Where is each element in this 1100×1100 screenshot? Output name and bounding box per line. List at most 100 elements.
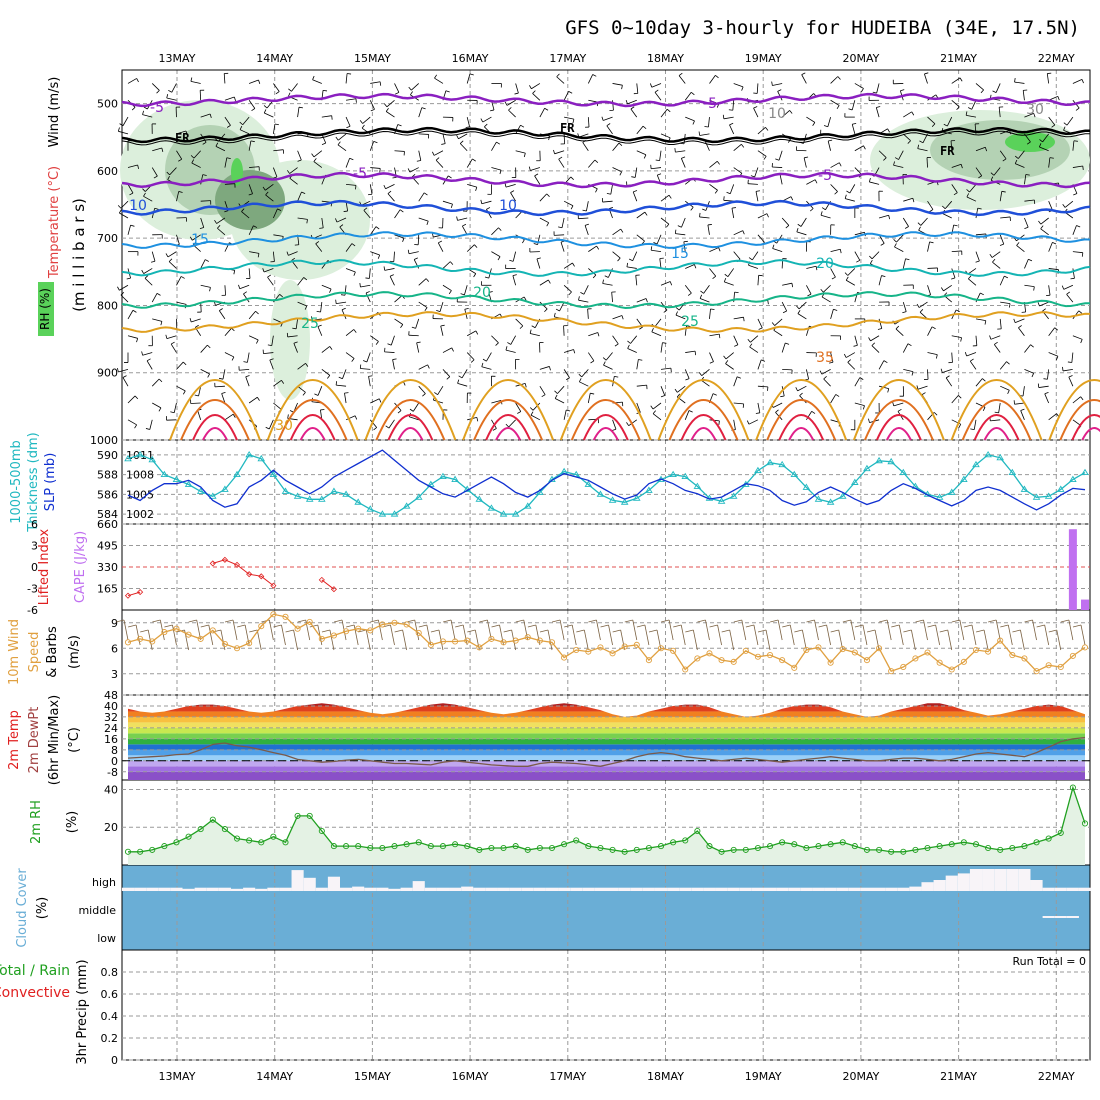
- wind-barb: [491, 400, 502, 404]
- wind-barb: [508, 109, 516, 118]
- isotherm-30-arch: [266, 379, 359, 441]
- wind-barb: [466, 244, 475, 252]
- thickness-point: [124, 454, 132, 462]
- wind-barb-flag: [432, 233, 434, 238]
- wind-barb: [995, 83, 1001, 93]
- wind-barb-flag: [941, 205, 946, 210]
- wind-barb: [221, 393, 226, 404]
- wind-barb-flag: [226, 157, 231, 159]
- wind-barb-flag: [241, 208, 245, 212]
- wind-barb-flag: [787, 139, 791, 143]
- wind10m-barb: [656, 629, 662, 651]
- wind10m-barb: [911, 629, 916, 651]
- cloud-high-bar: [691, 887, 704, 891]
- wind-barb-flag: [326, 375, 331, 379]
- precip-tick: 0.6: [101, 988, 119, 1001]
- wind-barb: [684, 285, 692, 294]
- thickness-tick: 586: [97, 488, 118, 501]
- wind-barb: [583, 285, 589, 295]
- cloud-high-bar: [352, 886, 365, 891]
- wind-barb-flag: [185, 130, 188, 135]
- wind-barb-flag: [1062, 204, 1066, 208]
- wind-barb-flag: [771, 81, 773, 86]
- wind-barb: [699, 133, 710, 136]
- wind-barb-flag: [844, 272, 849, 276]
- wind-barb: [317, 386, 323, 396]
- wind-barb: [854, 377, 861, 387]
- wind-barb-flag: [448, 290, 452, 295]
- rh2m-point: [960, 839, 967, 846]
- wind10m-point: [900, 663, 907, 671]
- wind-barb-flag: [847, 359, 851, 363]
- wind-barb-flag: [614, 375, 619, 378]
- wind-barb: [1048, 327, 1055, 336]
- rh2m-point: [427, 843, 434, 850]
- wind-barb: [757, 213, 768, 219]
- wind-barb: [482, 116, 492, 123]
- wind-barb: [506, 99, 516, 106]
- wind-barb: [683, 241, 686, 252]
- wind-barb-flag: [168, 89, 172, 93]
- wind-barb: [781, 217, 790, 226]
- wind-barb-flag: [578, 296, 580, 301]
- temp-tick: -8: [107, 766, 118, 779]
- wind-barb-flag: [894, 157, 899, 160]
- wind-barb-flag: [205, 259, 209, 262]
- wind-barb-flag: [354, 415, 358, 420]
- wind10m-point: [415, 629, 422, 637]
- cloud-high-bar: [279, 887, 292, 891]
- wind-barb-flag: [638, 359, 643, 361]
- axis-label-temperature: Temperature (°C): [47, 166, 62, 279]
- wind-barb-flag: [877, 328, 882, 330]
- wind-barb-flag: [263, 109, 267, 114]
- wind-barb: [457, 217, 468, 221]
- cloud-high-bar: [824, 887, 837, 891]
- wind-barb: [1024, 217, 1029, 228]
- cloud-high-bar: [533, 887, 546, 891]
- wind-barb-flag: [929, 241, 934, 244]
- wind10m-barb: [402, 629, 408, 651]
- rh2m-point: [997, 846, 1004, 853]
- wind10m-barb: [426, 624, 432, 646]
- wind-barb: [893, 164, 904, 168]
- wind-barb: [539, 217, 549, 224]
- wind-barb-flag: [1007, 390, 1010, 395]
- wind-barb: [951, 335, 962, 339]
- wind-barb: [757, 234, 765, 243]
- wind-barb: [773, 402, 783, 408]
- wind10m-barb-flag: [406, 619, 415, 623]
- wind-barb: [215, 145, 226, 152]
- wind-barb: [602, 200, 613, 203]
- wind-barb: [588, 159, 596, 168]
- wind-barb: [247, 352, 250, 363]
- cloud-high-bar: [594, 887, 607, 891]
- wind-barb: [248, 396, 258, 404]
- wind-barb: [602, 283, 613, 286]
- wind10m-barb: [705, 619, 710, 641]
- wind-barb: [660, 281, 671, 286]
- wind-barb-flag: [395, 92, 400, 95]
- wind-barb: [390, 335, 395, 346]
- wind10m-barb-flag: [115, 619, 125, 623]
- wind-barb: [151, 167, 158, 177]
- wind-barb: [385, 184, 395, 190]
- wind-barb-flag: [1073, 140, 1078, 142]
- temp-band: [128, 733, 1085, 739]
- wind10m-point: [1057, 663, 1064, 671]
- rh-legend-swatch: [38, 282, 54, 336]
- li-point: [233, 561, 241, 568]
- wind-barb: [345, 352, 355, 359]
- wind10m-barb-flag: [612, 629, 621, 633]
- wind-barb-flag: [872, 91, 877, 94]
- wind-barb: [927, 285, 931, 295]
- wind-barb: [654, 318, 662, 328]
- wind-barb-flag: [821, 207, 826, 211]
- wind-barb: [1040, 217, 1049, 225]
- wind-barb-flag: [644, 211, 648, 216]
- wind-barb: [869, 181, 880, 185]
- wind-barb: [660, 367, 671, 370]
- wind-barb-flag: [1057, 96, 1060, 101]
- li-point: [246, 571, 253, 578]
- wind-barb: [998, 402, 1001, 413]
- wind-barb: [265, 194, 274, 202]
